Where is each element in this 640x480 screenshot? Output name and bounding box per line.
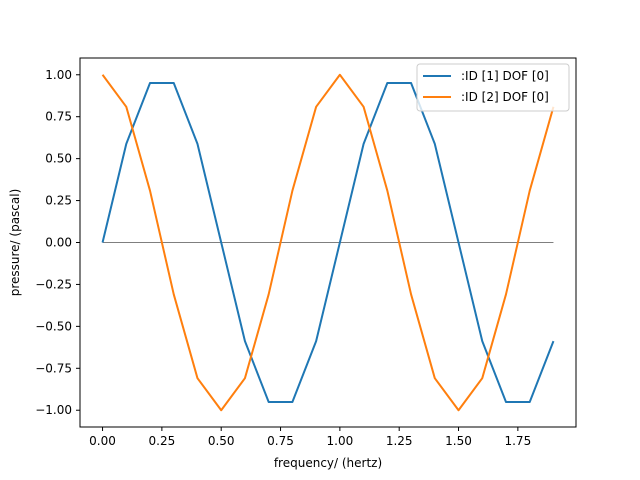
legend-box — [416, 63, 570, 112]
y-axis: 1.00 0.75 0.50 0.25 0.00 −0.25 −0.50 −0.75 −1.00 — [35, 68, 80, 417]
x-tick-label: 1.75 — [504, 434, 531, 448]
x-tick-label: 0.50 — [208, 434, 235, 448]
y-tick-label: −0.50 — [35, 319, 72, 333]
legend-label-series-1: :ID [1] DOF [0] — [461, 69, 549, 83]
x-tick-label: 0.00 — [89, 434, 116, 448]
x-tick-label: 0.75 — [267, 434, 294, 448]
series-line-2 — [101, 73, 555, 412]
x-axis-label: frequency/ (hertz) — [274, 456, 382, 470]
y-tick-label: 0.00 — [45, 236, 72, 250]
y-tick-label: 1.00 — [45, 68, 72, 82]
legend-label-series-2: :ID [2] DOF [0] — [461, 90, 549, 104]
y-tick-label: 0.25 — [45, 194, 72, 208]
x-tick-label: 0.25 — [149, 434, 176, 448]
series-layer — [101, 73, 555, 412]
y-tick-label: 0.75 — [45, 110, 72, 124]
x-tick-label: 1.50 — [445, 434, 472, 448]
y-tick-label: 0.50 — [45, 152, 72, 166]
x-tick-label: 1.25 — [386, 434, 413, 448]
series-line-1 — [101, 81, 555, 404]
y-tick-label: −0.75 — [35, 361, 72, 375]
x-tick-label: 1.00 — [327, 434, 354, 448]
y-tick-label: −1.00 — [35, 403, 72, 417]
legend: :ID [1] DOF [0] :ID [2] DOF [0] — [416, 63, 570, 112]
y-tick-label: −0.25 — [35, 277, 72, 291]
x-axis: 0.00 0.25 0.50 0.75 1.00 1.25 1.50 1.75 — [89, 427, 531, 448]
y-axis-label: pressure/ (pascal) — [8, 189, 22, 297]
